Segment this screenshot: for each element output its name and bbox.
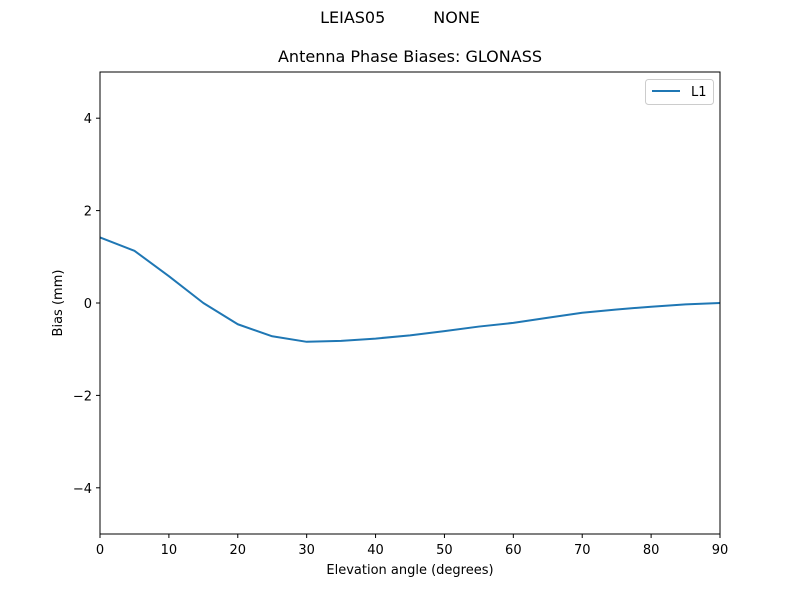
y-tick-label: 0 [84,297,92,312]
x-tick-label: 30 [298,543,315,558]
legend-label-l1: L1 [691,85,707,100]
x-tick-label: 80 [643,543,660,558]
legend: L1 [645,79,714,105]
radome-name: NONE [433,8,480,27]
x-tick-label: 70 [574,543,591,558]
axes-frame [99,71,721,535]
x-tick-label: 50 [436,543,453,558]
y-tick-label: −2 [73,389,92,404]
y-axis-label: Bias (mm) [51,270,66,337]
x-axis-label: Elevation angle (degrees) [326,563,493,578]
figure-suptitle: LEIAS05 NONE [0,8,800,27]
series-line [99,236,721,343]
chart-title: Antenna Phase Biases: GLONASS [277,47,542,66]
x-tick-label: 40 [367,543,384,558]
antenna-name: LEIAS05 [320,8,386,27]
x-tick-label: 0 [96,543,104,558]
y-axis-ticks: −4 −2 0 2 4 [73,112,100,497]
x-tick-label: 10 [161,543,178,558]
x-tick-label: 20 [230,543,247,558]
x-axis-ticks: 0 10 20 30 40 50 60 70 80 90 [96,534,728,558]
series-line-l1 [99,236,721,343]
y-tick-label: −4 [73,482,92,497]
x-tick-label: 90 [712,543,729,558]
y-tick-label: 2 [84,205,92,220]
x-tick-label: 60 [505,543,522,558]
y-tick-label: 4 [84,112,92,127]
